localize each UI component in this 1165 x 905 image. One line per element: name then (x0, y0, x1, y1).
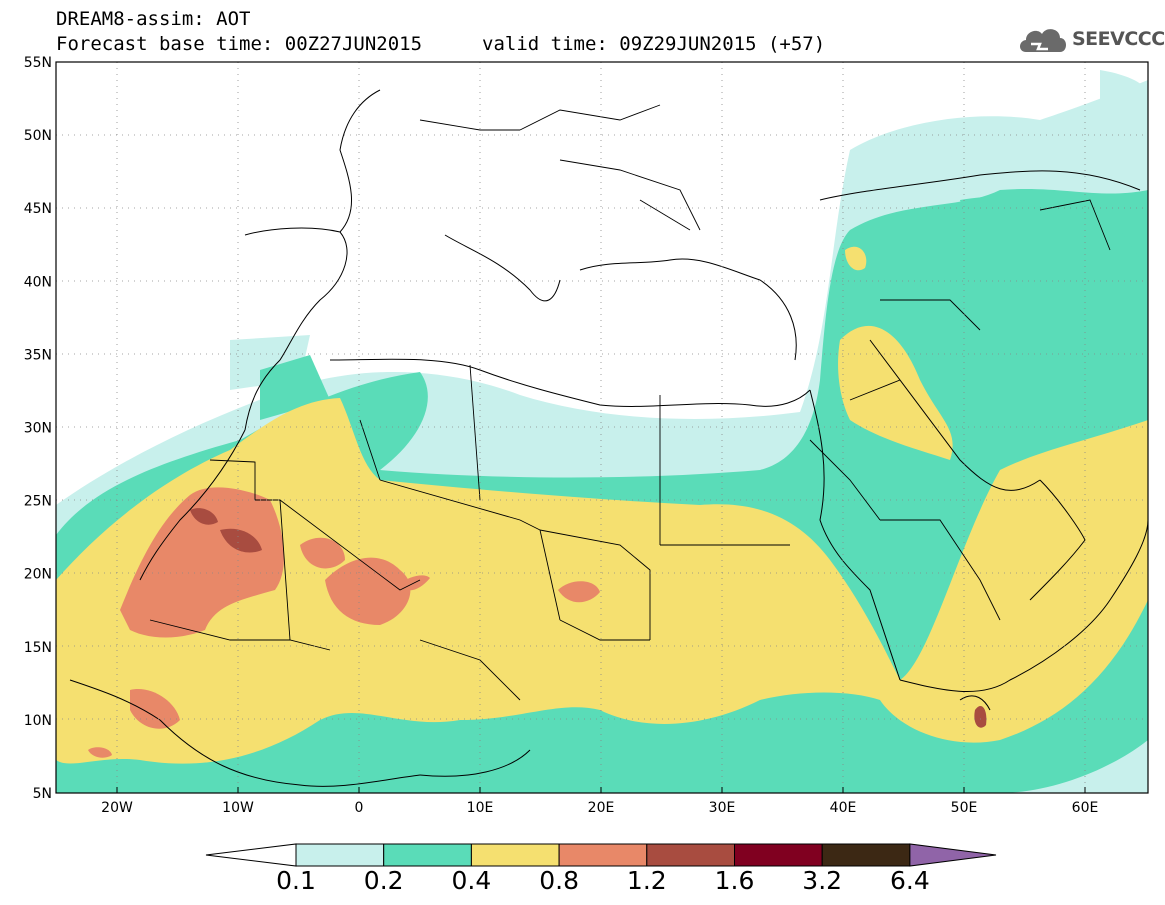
colorbar-min-arrow (205, 843, 297, 867)
forecast-base-time: Forecast base time: 00Z27JUN2015 (56, 33, 423, 55)
lon-tick-label: 60E (1072, 800, 1099, 816)
coastlines (69, 89, 1148, 787)
aot-band-darkred (190, 508, 987, 728)
lon-tick-label: 0 (355, 800, 364, 816)
colorbar-label: 1.2 (626, 866, 667, 895)
lon-tick-label: 20E (588, 800, 615, 816)
colorbar-bin (646, 843, 735, 867)
latitude-labels: 55N 50N 45N 40N 35N 30N 25N 20N 15N 10N 5N (24, 55, 52, 802)
cloud-icon (1020, 29, 1066, 52)
colorbar-bin (821, 843, 911, 867)
lon-tick-label: 40E (830, 800, 857, 816)
lat-tick-label: 50N (24, 128, 52, 144)
colorbar-label: 1.6 (714, 866, 755, 895)
aot-band-yellow (56, 246, 1148, 764)
lon-tick-label: 10E (467, 800, 494, 816)
lon-tick-label: 30E (709, 800, 736, 816)
colorbar-label: 0.1 (276, 866, 316, 895)
colorbar-bin (470, 843, 560, 867)
map-frame (55, 61, 1149, 794)
lon-tick-label: 10W (222, 800, 254, 816)
colorbar-bin (734, 843, 823, 867)
valid-time: valid time: 09Z29JUN2015 (+57) (482, 33, 826, 55)
colorbar-label: 6.4 (890, 866, 930, 895)
colorbar (205, 843, 997, 867)
country-borders (149, 104, 1111, 701)
colorbar-label: 0.4 (451, 866, 492, 895)
lat-tick-label: 30N (24, 421, 52, 437)
lat-tick-label: 55N (24, 55, 52, 71)
graticule (56, 62, 1148, 793)
colorbar-label: 0.8 (539, 866, 579, 895)
lat-tick-label: 15N (24, 640, 52, 656)
longitude-labels: 20W 10W 0 10E 20E 30E 40E 50E 60E (101, 800, 1098, 816)
axis-ticks (116, 787, 1086, 793)
colorbar-bin (558, 843, 648, 867)
lat-tick-label: 10N (24, 713, 52, 729)
logo-text: SEEVCCC (1072, 28, 1165, 50)
colorbar-max-arrow (909, 843, 997, 867)
lat-tick-label: 45N (24, 201, 52, 217)
map-title: DREAM8-assim: AOT (56, 8, 251, 30)
lat-tick-label: 40N (24, 274, 52, 290)
lat-tick-label: 20N (24, 567, 52, 583)
colorbar-label: 0.2 (363, 866, 404, 895)
seevccc-logo: SEEVCCC (1016, 22, 1165, 58)
lat-tick-label: 25N (24, 494, 52, 510)
colorbar-label: 3.2 (802, 866, 843, 895)
lon-tick-label: 50E (951, 800, 978, 816)
lat-tick-label: 5N (33, 786, 52, 802)
lon-tick-label: 20W (101, 800, 133, 816)
colorbar-bin (383, 843, 472, 867)
lat-tick-label: 35N (24, 347, 52, 363)
colorbar-bin (295, 843, 385, 867)
aot-band-salmon (88, 487, 600, 758)
